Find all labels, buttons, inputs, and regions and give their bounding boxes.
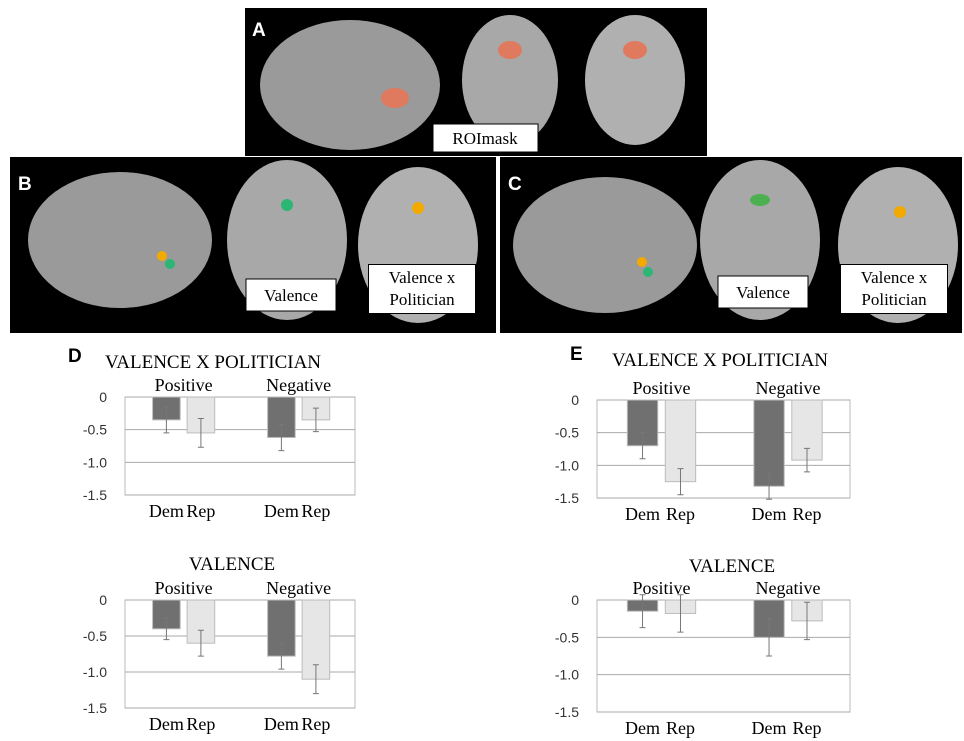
group-label: Positive bbox=[633, 378, 691, 398]
roi bbox=[498, 41, 522, 59]
group-label: Positive bbox=[155, 578, 213, 598]
y-tick-label: 0 bbox=[99, 389, 107, 405]
x-tick-label: Rep bbox=[666, 504, 695, 524]
x-tick-label: Rep bbox=[301, 501, 330, 521]
y-tick-label: 0 bbox=[571, 392, 579, 408]
panel-label: C bbox=[508, 174, 522, 195]
x-tick-label: Dem bbox=[625, 504, 660, 524]
brain-sagittal bbox=[260, 20, 440, 150]
roi bbox=[412, 202, 424, 214]
roi bbox=[894, 206, 906, 218]
annotation-box: Valence x Politician bbox=[368, 264, 476, 318]
y-tick-label: -0.5 bbox=[83, 628, 107, 644]
chart-title: VALENCE bbox=[689, 556, 775, 577]
annotation: Valence bbox=[736, 283, 790, 302]
y-tick-label: -0.5 bbox=[555, 425, 579, 441]
y-tick-label: -1.5 bbox=[83, 700, 107, 716]
panel-label: B bbox=[18, 174, 32, 195]
y-tick-label: -1.0 bbox=[83, 454, 107, 470]
roi bbox=[281, 199, 293, 211]
x-tick-label: Rep bbox=[186, 501, 215, 521]
group-label: Negative bbox=[756, 578, 821, 598]
x-tick-label: Dem bbox=[149, 501, 184, 521]
x-tick-label: Dem bbox=[752, 504, 787, 524]
x-tick-label: Dem bbox=[264, 714, 299, 734]
group-label: Negative bbox=[266, 375, 331, 395]
roi bbox=[165, 259, 175, 269]
x-tick-label: Rep bbox=[186, 714, 215, 734]
x-tick-label: Dem bbox=[625, 718, 660, 738]
y-tick-label: -1.5 bbox=[555, 704, 579, 720]
y-tick-label: -0.5 bbox=[555, 629, 579, 645]
group-label: Positive bbox=[155, 375, 213, 395]
y-tick-label: 0 bbox=[99, 592, 107, 608]
x-tick-label: Rep bbox=[301, 714, 330, 734]
chart-title: VALENCE X POLITICIAN bbox=[612, 350, 828, 371]
panel-label: A bbox=[252, 20, 266, 41]
group-label: Negative bbox=[756, 378, 821, 398]
y-tick-label: -1.5 bbox=[555, 490, 579, 506]
x-tick-label: Rep bbox=[792, 718, 821, 738]
chart-title: VALENCE bbox=[189, 554, 275, 575]
annotation: Valence x Politician bbox=[368, 264, 476, 314]
x-tick-label: Dem bbox=[752, 718, 787, 738]
y-tick-label: -1.0 bbox=[555, 667, 579, 683]
brain-sagittal bbox=[28, 172, 212, 308]
roi bbox=[637, 257, 647, 267]
x-tick-label: Rep bbox=[666, 718, 695, 738]
roi bbox=[750, 194, 770, 206]
roi bbox=[381, 88, 409, 108]
y-tick-label: -1.0 bbox=[555, 457, 579, 473]
annotation-box: Valence x Politician bbox=[840, 264, 948, 318]
x-tick-label: Rep bbox=[792, 504, 821, 524]
roi bbox=[643, 267, 653, 277]
y-tick-label: 0 bbox=[571, 592, 579, 608]
chart-title: VALENCE X POLITICIAN bbox=[105, 352, 321, 373]
annotation: Valence bbox=[264, 286, 318, 305]
y-tick-label: -0.5 bbox=[83, 422, 107, 438]
roi bbox=[623, 41, 647, 59]
roi bbox=[157, 251, 167, 261]
group-label: Negative bbox=[266, 578, 331, 598]
annotation: ROImask bbox=[452, 129, 518, 148]
panel-label: D bbox=[68, 346, 82, 367]
y-tick-label: -1.0 bbox=[83, 664, 107, 680]
brain-axial bbox=[585, 15, 685, 145]
x-tick-label: Dem bbox=[149, 714, 184, 734]
x-tick-label: Dem bbox=[264, 501, 299, 521]
brain-sagittal bbox=[513, 177, 697, 313]
panel-label: E bbox=[570, 344, 583, 365]
figure: A ROImask B Valence Valence x Politician… bbox=[0, 0, 964, 741]
y-tick-label: -1.5 bbox=[83, 487, 107, 503]
annotation: Valence x Politician bbox=[840, 264, 948, 314]
